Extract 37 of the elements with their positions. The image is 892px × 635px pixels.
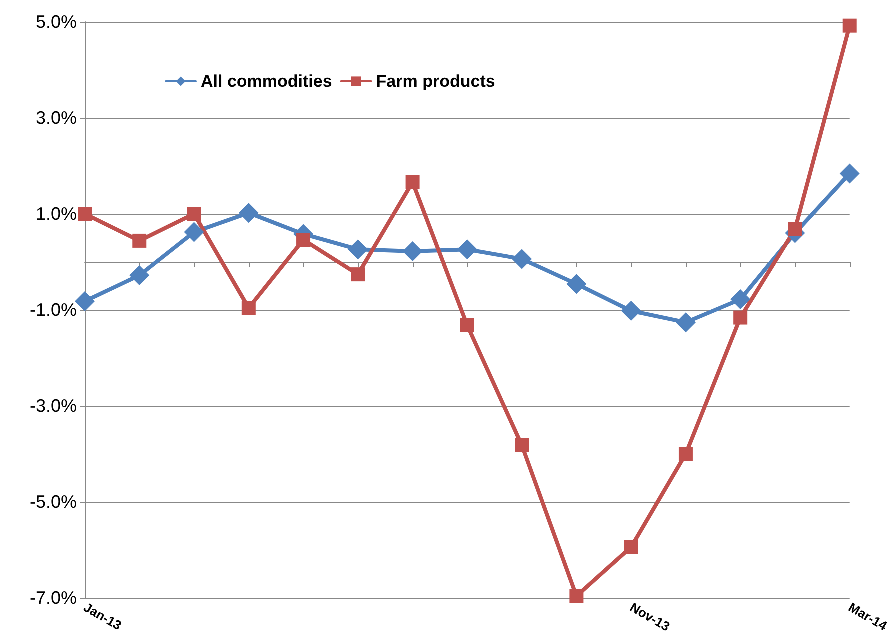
point <box>242 301 256 316</box>
point <box>730 290 751 310</box>
point <box>624 540 638 554</box>
point <box>457 240 478 260</box>
point <box>187 207 202 222</box>
point <box>621 301 642 322</box>
point <box>460 318 474 332</box>
point <box>406 175 420 190</box>
point <box>840 164 860 184</box>
point <box>184 222 204 242</box>
point <box>132 234 147 248</box>
y-tick-label: -5.0% <box>30 492 77 512</box>
y-tick-label: 5.0% <box>36 12 77 32</box>
y-tick-label: -7.0% <box>30 588 77 608</box>
point <box>788 222 802 236</box>
y-tick-label: -1.0% <box>30 300 77 320</box>
y-tick-label: 1.0% <box>36 204 77 224</box>
y-tick-label: 3.0% <box>36 108 77 128</box>
point <box>402 242 423 262</box>
point <box>676 312 696 333</box>
point <box>678 447 693 462</box>
legend-label: All commodities <box>201 72 332 91</box>
legend-label: Farm products <box>376 72 496 91</box>
point <box>570 589 584 604</box>
point <box>238 203 259 224</box>
point <box>842 18 857 33</box>
point <box>512 249 532 270</box>
point <box>75 291 95 312</box>
point <box>296 232 311 247</box>
point <box>351 268 366 282</box>
point <box>130 266 150 286</box>
point <box>515 438 530 453</box>
point <box>734 310 748 325</box>
point <box>566 274 587 294</box>
point <box>78 207 92 222</box>
y-tick-label: -3.0% <box>30 396 77 416</box>
point <box>348 240 368 260</box>
